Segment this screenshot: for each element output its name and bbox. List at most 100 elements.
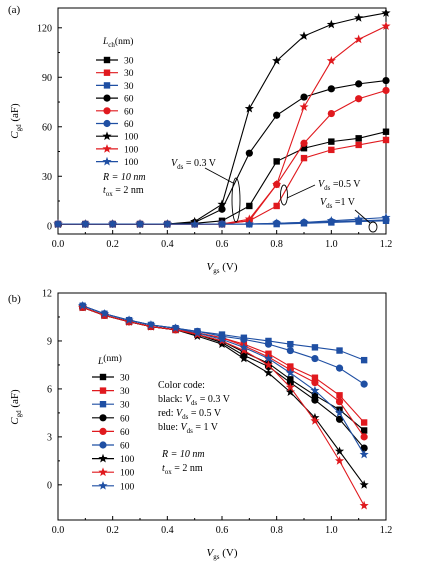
legend-marker bbox=[98, 453, 108, 463]
panel-b-tox-annotation: tox = 2 nm bbox=[162, 463, 203, 476]
panel-a: (a) 0.0 0.2 0.4 0.6 0.8 1.0 1.2 0 30 60 90 120 Vgs … bbox=[8, 4, 392, 275]
panel-a-label: (a) bbox=[8, 4, 21, 16]
legend-label: 100 bbox=[124, 158, 139, 168]
panel-b-ticks: 0.0 0.2 0.4 0.6 0.8 1.0 1.2 0 3 6 9 12 bbox=[42, 289, 392, 537]
legend-item-60-3: 60 bbox=[92, 414, 130, 424]
legend-marker bbox=[103, 69, 111, 76]
legend-item-100-8: 100 bbox=[96, 156, 139, 168]
data-point bbox=[286, 378, 294, 387]
panel-a-x-tick-label: 0.8 bbox=[270, 239, 283, 250]
data-point bbox=[381, 8, 391, 17]
legend-label: 100 bbox=[124, 133, 139, 143]
panel-b-x-tick-label: 0.6 bbox=[216, 525, 229, 536]
data-point bbox=[53, 219, 63, 228]
panel-a-x-tick-label: 0.6 bbox=[216, 239, 229, 250]
legend-marker bbox=[103, 107, 111, 115]
legend-marker bbox=[98, 481, 108, 490]
panel-a-arrow-vds-1 bbox=[354, 209, 371, 224]
data-point bbox=[239, 342, 249, 352]
data-point bbox=[146, 320, 156, 329]
data-point bbox=[311, 396, 319, 404]
panel-b-x-tick-label: 0.0 bbox=[52, 525, 65, 536]
series-line bbox=[82, 306, 365, 431]
data-point bbox=[360, 419, 368, 426]
data-point bbox=[336, 347, 343, 354]
data-point bbox=[355, 135, 362, 142]
data-point bbox=[311, 378, 319, 387]
legend-label: 60 bbox=[120, 428, 130, 438]
data-point bbox=[335, 364, 344, 372]
panel-a-series bbox=[53, 8, 391, 228]
panel-a-vds-1-annotation: Vds =1 V bbox=[320, 197, 356, 210]
data-point bbox=[124, 315, 134, 325]
panel-a-y-tick-label: 60 bbox=[42, 122, 52, 133]
legend-label: 30 bbox=[124, 69, 134, 79]
data-point bbox=[359, 480, 369, 489]
legend-marker bbox=[99, 427, 107, 435]
data-point bbox=[382, 128, 390, 135]
legend-marker bbox=[102, 144, 112, 153]
legend-marker bbox=[99, 401, 107, 408]
panel-b-x-tick-label: 0.4 bbox=[161, 525, 174, 536]
data-point bbox=[354, 13, 364, 22]
data-point bbox=[310, 385, 320, 395]
legend-item-60-4: 60 bbox=[96, 107, 134, 117]
data-point bbox=[328, 138, 335, 145]
data-point bbox=[360, 433, 368, 441]
data-point bbox=[300, 139, 308, 147]
panel-b-x-tick-label: 0.2 bbox=[106, 525, 119, 536]
legend-label: 30 bbox=[124, 57, 134, 67]
legend-marker bbox=[99, 441, 107, 449]
panel-b-y-axis-label: Cgd (aF) bbox=[9, 389, 23, 425]
legend-item-100-7: 100 bbox=[92, 467, 135, 479]
panel-a-y-tick-label: 90 bbox=[42, 73, 52, 84]
data-point bbox=[326, 216, 336, 225]
panel-b-x-tick-label: 0.8 bbox=[270, 525, 283, 536]
legend-label: 30 bbox=[124, 82, 134, 92]
data-point bbox=[244, 219, 254, 228]
data-point bbox=[334, 446, 345, 456]
legend-label: 60 bbox=[124, 95, 134, 105]
panel-a-arrow-vds-0.5 bbox=[286, 184, 316, 199]
legend-item-60-3: 60 bbox=[96, 94, 134, 105]
data-point bbox=[286, 346, 294, 355]
data-point bbox=[217, 339, 227, 349]
data-point bbox=[327, 109, 335, 118]
panel-a-y-tick-label: 30 bbox=[42, 172, 52, 183]
data-point bbox=[244, 103, 254, 113]
panel-a-y-axis-label: Cgd (aF) bbox=[9, 103, 23, 139]
panel-b-x-axis-label: Vgs (V) bbox=[207, 547, 238, 561]
data-point bbox=[311, 344, 319, 351]
panel-a-y-tick-label: 120 bbox=[37, 23, 52, 34]
legend-marker bbox=[99, 373, 107, 381]
panel-b-y-tick-label: 3 bbox=[47, 432, 52, 443]
panel-a-x-tick-label: 1.2 bbox=[380, 239, 393, 250]
panel-b-y-tick-label: 9 bbox=[47, 336, 52, 347]
legend-marker bbox=[103, 82, 111, 89]
panel-a-x-tick-label: 0.4 bbox=[161, 239, 174, 250]
data-point bbox=[217, 199, 227, 209]
data-point bbox=[287, 340, 294, 348]
legend-marker bbox=[102, 131, 112, 141]
panel-a-y-tick-label: 0 bbox=[47, 221, 52, 232]
legend-item-100-6: 100 bbox=[92, 453, 135, 465]
legend-label: 30 bbox=[120, 387, 130, 397]
data-point bbox=[335, 415, 344, 423]
data-point bbox=[299, 102, 309, 111]
legend-label: 60 bbox=[120, 442, 130, 452]
panel-b-y-tick-label: 0 bbox=[47, 480, 52, 491]
data-point bbox=[170, 323, 181, 333]
panel-b-color-code-red: red: Vds = 0.5 V bbox=[158, 408, 222, 421]
data-point bbox=[244, 214, 254, 224]
data-point bbox=[239, 345, 249, 355]
panel-a-tox-annotation: tox = 2 nm bbox=[103, 185, 144, 198]
legend-item-30-2: 30 bbox=[96, 82, 134, 92]
data-point bbox=[108, 219, 118, 228]
legend-label: 60 bbox=[120, 414, 130, 424]
data-point bbox=[299, 31, 309, 40]
data-point bbox=[300, 145, 308, 152]
panel-a-x-tick-label: 0.2 bbox=[106, 239, 119, 250]
legend-marker bbox=[99, 387, 107, 394]
legend-item-30-1: 30 bbox=[92, 387, 130, 397]
